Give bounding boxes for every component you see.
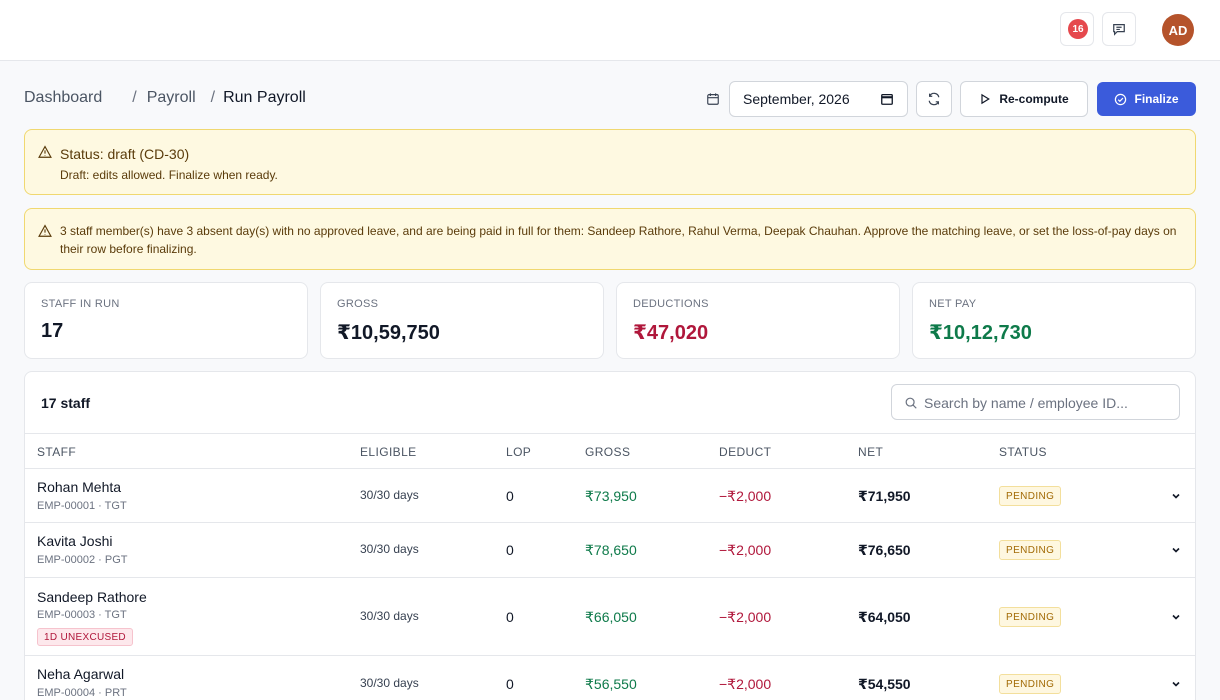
eligible-days: 30/30 days bbox=[360, 609, 419, 623]
notifications-button[interactable]: 16 bbox=[1060, 12, 1094, 46]
recompute-button[interactable]: Re-compute bbox=[960, 81, 1088, 117]
stat-value: ₹47,020 bbox=[633, 322, 709, 344]
net-amount: ₹76,650 bbox=[858, 542, 911, 558]
search-input[interactable] bbox=[924, 393, 1169, 413]
top-bar: 16 AD bbox=[0, 0, 1220, 61]
table-row[interactable]: Kavita Joshi EMP-00002 · PGT 30/30 days … bbox=[25, 523, 1195, 578]
stat-staff-in-run: STAFF IN RUN 17 bbox=[24, 282, 308, 359]
calendar-icon bbox=[707, 93, 719, 105]
stat-value: 17 bbox=[41, 320, 64, 342]
breadcrumb-separator: / bbox=[132, 89, 137, 106]
stat-label: STAFF IN RUN bbox=[41, 298, 120, 310]
chevron-down-icon[interactable] bbox=[1170, 678, 1182, 690]
staff-count-title: 17 staff bbox=[41, 395, 91, 411]
breadcrumb-payroll[interactable]: Payroll bbox=[146, 89, 196, 106]
column-header-deduct[interactable]: DEDUCT bbox=[719, 445, 772, 459]
status-alert-title: Status: draft (CD-30) bbox=[60, 146, 190, 162]
column-header-eligible[interactable]: ELIGIBLE bbox=[360, 445, 417, 459]
staff-name: Sandeep Rathore bbox=[37, 589, 147, 605]
status-badge: PENDING bbox=[999, 674, 1062, 694]
chevron-down-icon[interactable] bbox=[1170, 611, 1182, 623]
eligible-days: 30/30 days bbox=[360, 542, 419, 556]
status-badge: PENDING bbox=[999, 540, 1062, 560]
deduct-amount: −₹2,000 bbox=[719, 542, 772, 558]
net-amount: ₹64,050 bbox=[858, 609, 911, 625]
breadcrumb-dashboard[interactable]: Dashboard bbox=[24, 89, 103, 106]
net-amount: ₹54,550 bbox=[858, 676, 911, 692]
recompute-label: Re-compute bbox=[999, 92, 1069, 106]
stat-gross: GROSS ₹10,59,750 bbox=[320, 282, 604, 359]
chevron-down-icon[interactable] bbox=[1170, 544, 1182, 556]
check-circle-icon bbox=[1115, 93, 1127, 105]
eligible-days: 30/30 days bbox=[360, 488, 419, 502]
absence-alert-message: 3 staff member(s) have 3 absent day(s) w… bbox=[60, 224, 1177, 256]
table-row[interactable]: Rohan Mehta EMP-00001 · TGT 30/30 days 0… bbox=[25, 469, 1195, 523]
staff-name: Kavita Joshi bbox=[37, 533, 113, 549]
deduct-amount: −₹2,000 bbox=[719, 488, 772, 504]
breadcrumb-separator: / bbox=[210, 89, 216, 106]
breadcrumb: Dashboard / Payroll / Run Payroll bbox=[24, 89, 306, 107]
breadcrumb-current: Run Payroll bbox=[223, 89, 306, 106]
staff-meta: EMP-00003 · TGT bbox=[37, 609, 127, 621]
table-row[interactable]: Sandeep Rathore EMP-00003 · TGT 1D UNEXC… bbox=[25, 578, 1195, 656]
calendar-picker-icon[interactable] bbox=[880, 92, 894, 106]
stat-net-pay: NET PAY ₹10,12,730 bbox=[912, 282, 1196, 359]
messages-button[interactable] bbox=[1102, 12, 1136, 46]
avatar[interactable]: AD bbox=[1162, 14, 1194, 46]
stat-deductions: DEDUCTIONS ₹47,020 bbox=[616, 282, 900, 359]
finalize-label: Finalize bbox=[1134, 92, 1179, 106]
net-amount: ₹71,950 bbox=[858, 488, 911, 504]
staff-meta: EMP-00001 · TGT bbox=[37, 500, 127, 512]
gross-amount: ₹66,050 bbox=[585, 609, 637, 625]
lop-days: 0 bbox=[506, 488, 514, 504]
eligible-days: 30/30 days bbox=[360, 676, 419, 690]
unexcused-absence-badge: 1D UNEXCUSED bbox=[37, 628, 133, 646]
finalize-button[interactable]: Finalize bbox=[1097, 82, 1196, 116]
column-header-status[interactable]: STATUS bbox=[999, 445, 1047, 459]
search-box[interactable] bbox=[891, 384, 1180, 420]
chat-icon bbox=[1113, 24, 1125, 36]
status-alert-subtitle: Draft: edits allowed. Finalize when read… bbox=[60, 168, 278, 182]
column-header-lop[interactable]: LOP bbox=[506, 445, 532, 459]
staff-meta: EMP-00002 · PGT bbox=[37, 554, 128, 566]
lop-days: 0 bbox=[506, 676, 514, 692]
staff-table-panel: 17 staff STAFF ELIGIBLE LOP GROSS DEDUCT… bbox=[24, 371, 1196, 700]
status-badge: PENDING bbox=[999, 607, 1062, 627]
column-header-net[interactable]: NET bbox=[858, 445, 884, 459]
warning-icon bbox=[38, 224, 52, 237]
gross-amount: ₹73,950 bbox=[585, 488, 637, 504]
gross-amount: ₹78,650 bbox=[585, 542, 637, 558]
status-badge: PENDING bbox=[999, 486, 1062, 506]
deduct-amount: −₹2,000 bbox=[719, 676, 772, 692]
staff-name: Rohan Mehta bbox=[37, 479, 122, 495]
search-icon bbox=[905, 397, 917, 409]
table-row[interactable]: Neha Agarwal EMP-00004 · PRT 30/30 days … bbox=[25, 656, 1195, 700]
column-header-gross[interactable]: GROSS bbox=[585, 445, 631, 459]
lop-days: 0 bbox=[506, 609, 514, 625]
staff-name: Neha Agarwal bbox=[37, 666, 125, 682]
month-value: September, 2026 bbox=[743, 91, 850, 107]
gross-amount: ₹56,550 bbox=[585, 676, 637, 692]
stat-label: DEDUCTIONS bbox=[633, 298, 709, 310]
lop-days: 0 bbox=[506, 542, 514, 558]
notification-count-badge: 16 bbox=[1068, 19, 1088, 39]
refresh-icon bbox=[928, 92, 940, 106]
play-icon bbox=[981, 93, 991, 105]
stat-label: NET PAY bbox=[929, 298, 977, 310]
staff-meta: EMP-00004 · PRT bbox=[37, 687, 127, 699]
stat-label: GROSS bbox=[337, 298, 379, 310]
refresh-button[interactable] bbox=[916, 81, 952, 117]
chevron-down-icon[interactable] bbox=[1170, 490, 1182, 502]
table-header: STAFF ELIGIBLE LOP GROSS DEDUCT NET STAT… bbox=[25, 433, 1195, 469]
warning-icon bbox=[38, 145, 52, 158]
absence-alert: 3 staff member(s) have 3 absent day(s) w… bbox=[24, 208, 1196, 270]
stat-value: ₹10,12,730 bbox=[929, 322, 1032, 344]
column-header-staff[interactable]: STAFF bbox=[37, 445, 77, 459]
status-alert: Status: draft (CD-30) Draft: edits allow… bbox=[24, 129, 1196, 195]
stat-value: ₹10,59,750 bbox=[337, 322, 440, 344]
deduct-amount: −₹2,000 bbox=[719, 609, 772, 625]
month-picker-input[interactable]: September, 2026 bbox=[729, 81, 908, 117]
